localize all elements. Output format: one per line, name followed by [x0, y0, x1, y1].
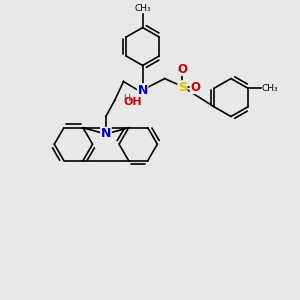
Text: H: H — [123, 94, 130, 103]
Text: OH: OH — [124, 97, 142, 107]
Text: O: O — [177, 63, 188, 76]
Text: N: N — [100, 128, 111, 140]
Text: CH₃: CH₃ — [134, 4, 151, 14]
Text: N: N — [100, 128, 111, 140]
Text: S: S — [178, 81, 187, 94]
Text: N: N — [137, 84, 148, 97]
Text: CH₃: CH₃ — [262, 84, 278, 93]
Text: O: O — [190, 81, 200, 94]
